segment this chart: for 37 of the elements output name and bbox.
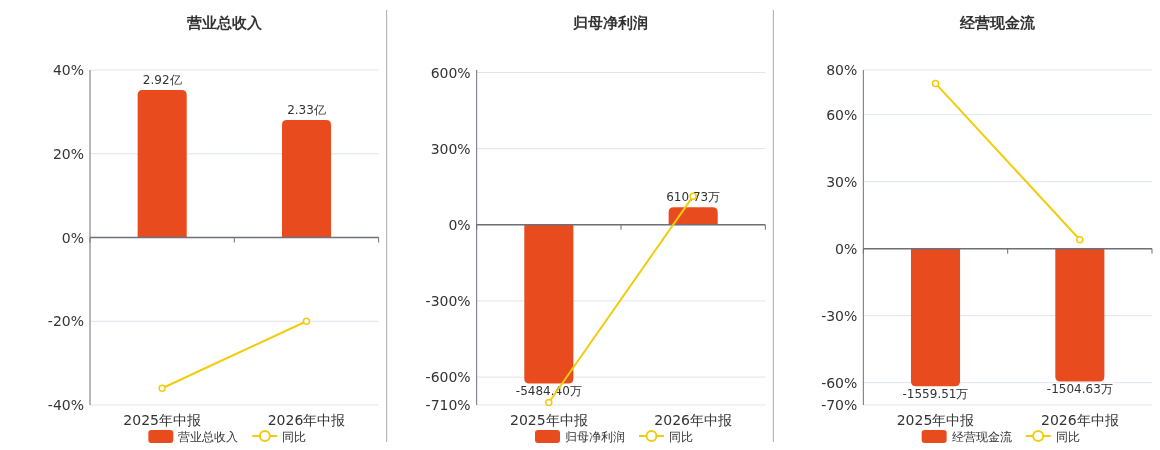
chart-title: 经营现金流 xyxy=(959,14,1037,32)
legend-label: 归母净利润 xyxy=(565,430,625,444)
y-tick-label: -60% xyxy=(821,374,858,391)
y-tick-label: -40% xyxy=(47,397,84,413)
data-label: 2.33亿 xyxy=(287,102,326,117)
y-tick-label: 80% xyxy=(826,62,858,78)
legend-label: 经营现金流 xyxy=(951,430,1012,444)
y-tick-label: -70% xyxy=(821,397,858,413)
legend-label: 同比 xyxy=(282,430,307,444)
x-tick-label: 2025年中报 xyxy=(896,412,975,428)
y-tick-label: 60% xyxy=(826,106,858,123)
x-tick-label: 2026年中报 xyxy=(1041,412,1119,428)
legend-label: 同比 xyxy=(1055,430,1080,444)
y-tick-label: -20% xyxy=(47,313,84,330)
y-tick-label: 600% xyxy=(430,64,471,81)
y-tick-label: 30% xyxy=(826,173,858,190)
y-tick-label: 0% xyxy=(61,229,84,246)
y-tick-label: 0% xyxy=(448,216,471,233)
data-label: -1559.51万 xyxy=(902,387,969,402)
y-tick-label: -30% xyxy=(821,307,858,324)
y-tick-label: 300% xyxy=(430,140,471,157)
data-label: 2.92亿 xyxy=(142,73,182,88)
y-tick-label: 40% xyxy=(52,62,84,78)
y-tick-label: 0% xyxy=(835,240,858,257)
y-tick-label: 20% xyxy=(52,145,84,162)
y-tick-label: -600% xyxy=(425,369,471,386)
x-tick-label: 2025年中报 xyxy=(510,412,588,428)
legend-label: 同比 xyxy=(669,430,693,444)
chart-title: 归母净利润 xyxy=(572,14,649,32)
y-tick-label: -300% xyxy=(425,292,471,309)
x-tick-label: 2026年中报 xyxy=(267,412,346,428)
data-label: -1504.63万 xyxy=(1046,382,1113,397)
x-tick-label: 2025年中报 xyxy=(123,412,201,428)
legend-label: 营业总收入 xyxy=(178,430,239,444)
chart-title: 营业总收入 xyxy=(185,14,263,32)
y-tick-label: -710% xyxy=(425,397,471,413)
x-tick-label: 2026年中报 xyxy=(654,412,732,428)
